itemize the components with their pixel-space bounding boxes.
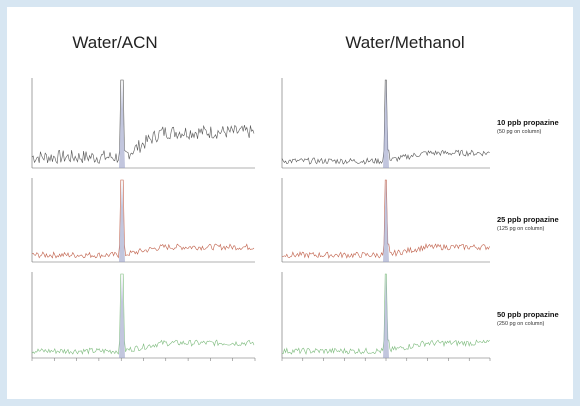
row-note: (125 pg on column) [497, 226, 545, 232]
column-header: Water/ACN [72, 33, 157, 52]
peak-fill [383, 180, 389, 262]
trace [31, 273, 255, 355]
row-label: 10 ppb propazine [497, 118, 559, 127]
chromatograms [31, 78, 491, 361]
trace [31, 179, 255, 259]
peak-fill [119, 180, 125, 262]
trace [31, 79, 255, 165]
row-note: (250 pg on column) [497, 321, 545, 327]
peak-fill [119, 274, 125, 358]
row-label: 25 ppb propazine [497, 215, 559, 224]
panel [7, 7, 573, 399]
row-label: 50 ppb propazine [497, 310, 559, 319]
trace [281, 273, 490, 355]
row-note: (50 pg on column) [497, 129, 541, 135]
column-header: Water/Methanol [345, 33, 464, 52]
peak-fill [383, 274, 389, 358]
trace [281, 79, 490, 165]
peak-fill [383, 80, 389, 168]
peak-fill [119, 80, 125, 168]
trace [281, 179, 490, 259]
